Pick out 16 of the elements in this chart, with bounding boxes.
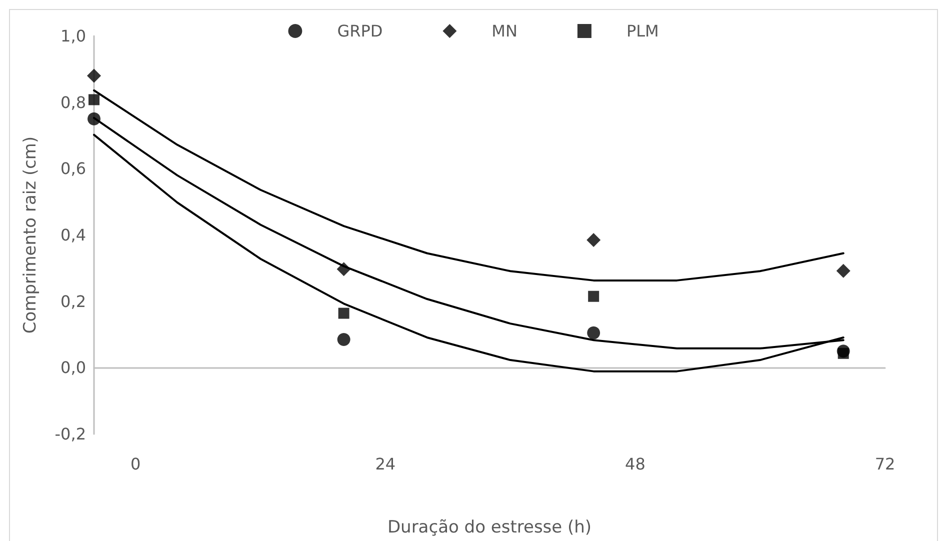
legend-label: GRPD bbox=[337, 22, 383, 40]
x-tick-label: 48 bbox=[625, 454, 646, 474]
y-tick-label: 0,6 bbox=[60, 159, 86, 178]
x-axis-title: Duração do estresse (h) bbox=[387, 518, 592, 538]
y-tick-label: 1,0 bbox=[60, 26, 86, 46]
x-tick-label: 24 bbox=[375, 454, 396, 474]
y-tick-label: -0,2 bbox=[54, 424, 86, 444]
y-axis-title: Comprimento raiz (cm) bbox=[20, 136, 40, 334]
x-tick-label: 0 bbox=[130, 454, 141, 474]
y-tick-label: 0,8 bbox=[60, 92, 86, 112]
y-tick-label: 0,0 bbox=[60, 358, 86, 378]
x-tick-label: 72 bbox=[874, 454, 896, 474]
legend-label: MN bbox=[492, 22, 518, 40]
y-tick-label: 0,4 bbox=[60, 226, 86, 244]
legend-label: PLM bbox=[626, 22, 659, 40]
y-tick-label: 0,2 bbox=[60, 292, 86, 311]
